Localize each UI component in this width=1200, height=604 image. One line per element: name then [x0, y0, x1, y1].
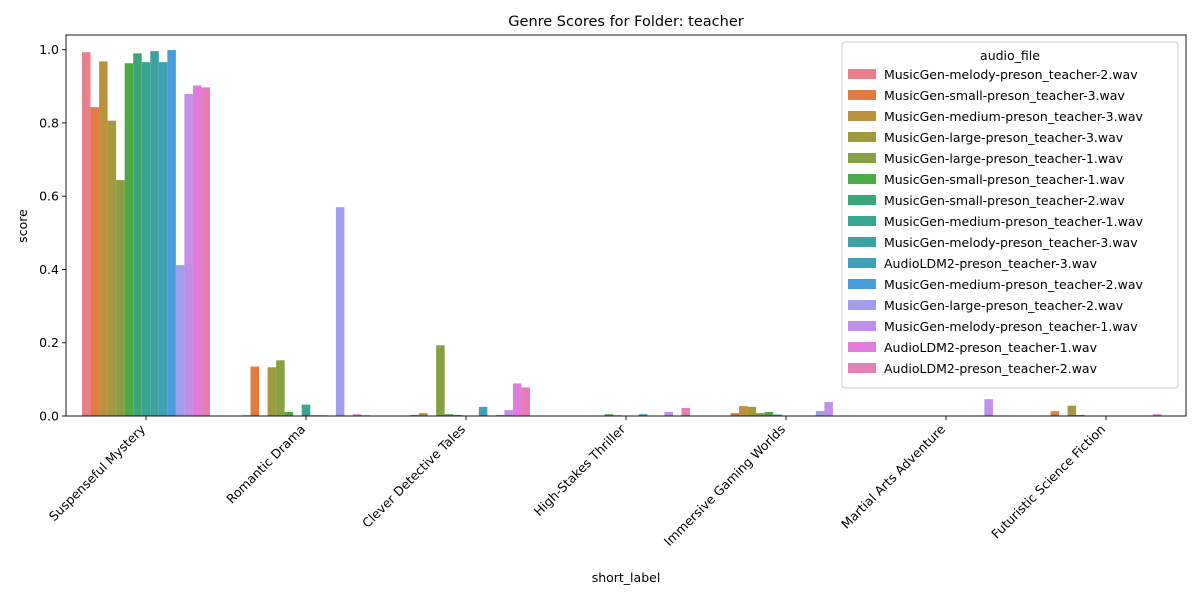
bar	[521, 387, 530, 416]
x-axis-label: short_label	[592, 570, 661, 585]
bar	[824, 402, 833, 416]
bar	[276, 360, 285, 416]
legend-swatch	[848, 321, 876, 331]
bar	[251, 367, 260, 416]
legend-entry-label: AudioLDM2-preson_teacher-1.wav	[884, 340, 1098, 355]
legend-swatch	[848, 363, 876, 373]
y-axis-label: score	[15, 209, 30, 243]
bar	[336, 207, 345, 416]
legend-swatch	[848, 174, 876, 184]
legend-swatch	[848, 300, 876, 310]
bar	[193, 86, 202, 416]
legend-entry-label: AudioLDM2-preson_teacher-3.wav	[884, 256, 1098, 271]
bar	[816, 411, 825, 416]
legend-swatch	[848, 195, 876, 205]
legend-entry-label: MusicGen-melody-preson_teacher-2.wav	[884, 67, 1138, 82]
bar	[159, 62, 168, 416]
bar	[125, 63, 134, 416]
bar	[984, 399, 993, 416]
bar	[268, 367, 277, 416]
bar	[201, 87, 210, 416]
legend-entry-label: MusicGen-melody-preson_teacher-1.wav	[884, 319, 1138, 334]
legend-swatch	[848, 279, 876, 289]
legend-title: audio_file	[980, 48, 1040, 63]
legend-entry-label: MusicGen-small-preson_teacher-2.wav	[884, 193, 1125, 208]
y-tick-label: 1.0	[39, 42, 59, 57]
bar	[1051, 411, 1060, 416]
legend-swatch	[848, 342, 876, 352]
bar	[150, 51, 159, 416]
bar	[748, 407, 757, 416]
legend-swatch	[848, 216, 876, 226]
legend-swatch	[848, 111, 876, 121]
bar	[765, 412, 774, 416]
legend-swatch	[848, 153, 876, 163]
legend-entry-label: MusicGen-large-preson_teacher-3.wav	[884, 130, 1124, 145]
bar	[99, 61, 108, 416]
bar	[436, 345, 445, 416]
legend-entry-label: MusicGen-medium-preson_teacher-3.wav	[884, 109, 1143, 124]
y-tick-label: 0.2	[39, 335, 59, 350]
legend-entry-label: MusicGen-medium-preson_teacher-1.wav	[884, 214, 1143, 229]
bar	[285, 412, 294, 416]
legend-swatch	[848, 258, 876, 268]
bar	[504, 410, 513, 416]
legend-entry-label: MusicGen-melody-preson_teacher-3.wav	[884, 235, 1138, 250]
bar	[184, 94, 193, 416]
bar	[479, 407, 488, 416]
y-tick-label: 0.4	[39, 262, 59, 277]
bar	[664, 412, 673, 416]
y-tick-label: 0.0	[39, 409, 59, 424]
legend-entry-label: MusicGen-small-preson_teacher-3.wav	[884, 88, 1125, 103]
bar	[142, 62, 151, 416]
legend: audio_file MusicGen-melody-preson_teacher…	[842, 42, 1178, 388]
legend-swatch	[848, 69, 876, 79]
bar	[1068, 406, 1077, 416]
legend-swatch	[848, 90, 876, 100]
bar	[82, 52, 91, 416]
bar	[91, 107, 100, 416]
y-tick-label: 0.8	[39, 115, 59, 130]
bar	[108, 121, 117, 416]
legend-entry-label: MusicGen-medium-preson_teacher-2.wav	[884, 277, 1143, 292]
bar	[133, 53, 142, 416]
bar	[176, 265, 185, 416]
bar	[739, 406, 748, 416]
y-tick-label: 0.6	[39, 189, 59, 204]
legend-entry-label: MusicGen-small-preson_teacher-1.wav	[884, 172, 1125, 187]
legend-entry-label: MusicGen-large-preson_teacher-1.wav	[884, 151, 1124, 166]
bar	[167, 50, 176, 416]
legend-entry-label: AudioLDM2-preson_teacher-2.wav	[884, 361, 1098, 376]
legend-swatch	[848, 237, 876, 247]
legend-swatch	[848, 132, 876, 142]
bar	[681, 408, 690, 416]
bar	[116, 180, 125, 416]
bar	[302, 405, 311, 416]
legend-entry-label: MusicGen-large-preson_teacher-2.wav	[884, 298, 1124, 313]
chart-title: Genre Scores for Folder: teacher	[508, 14, 743, 30]
bar	[513, 383, 522, 416]
